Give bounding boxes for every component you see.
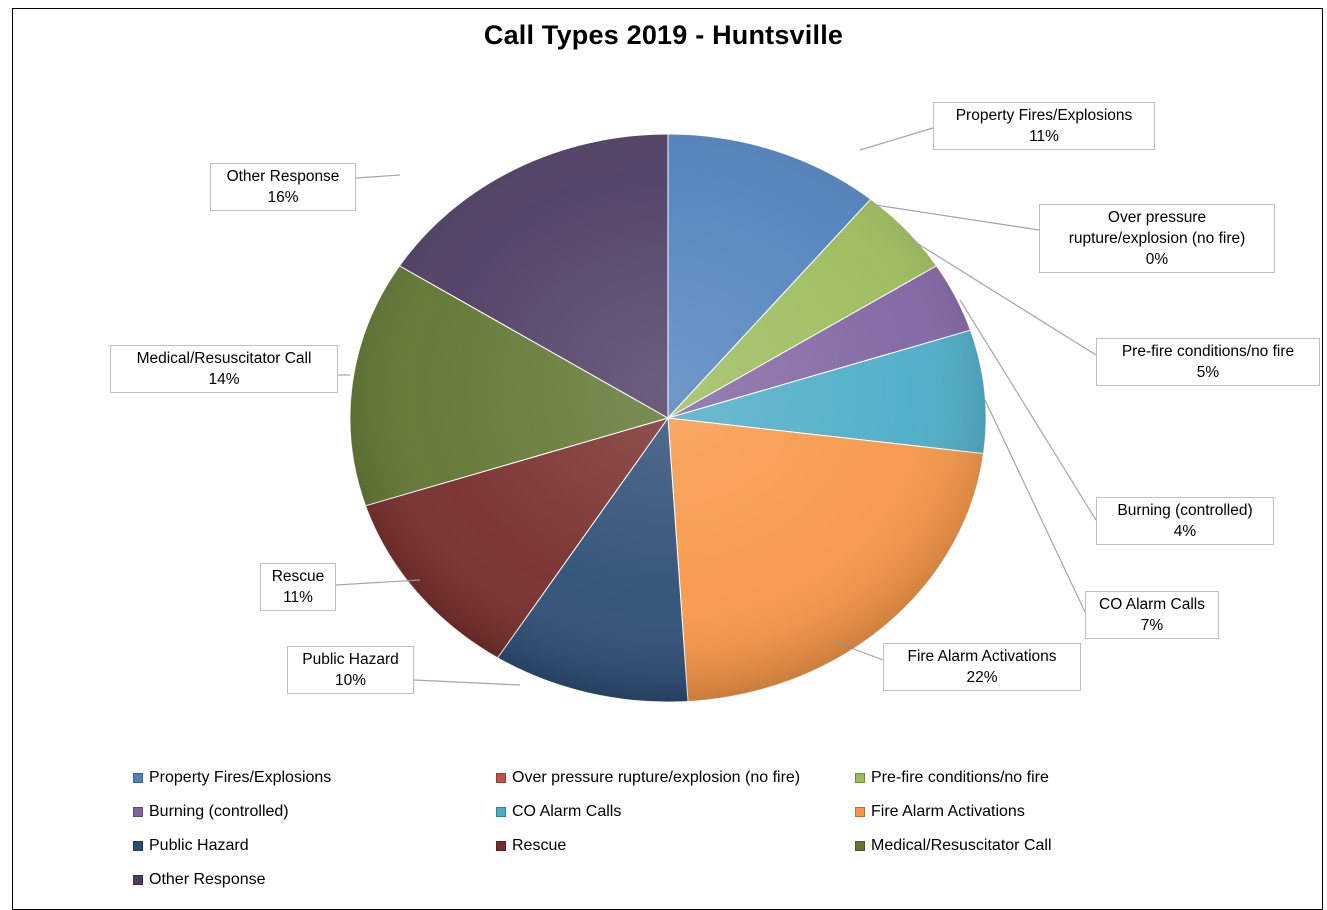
pie-slices <box>349 133 987 703</box>
callout-other-label: Other Response <box>226 168 340 185</box>
legend-item-co-alarm: CO Alarm Calls <box>496 803 621 821</box>
callout-burning-label: Burning (controlled) <box>1117 502 1253 519</box>
legend-label: Burning (controlled) <box>149 803 289 820</box>
callout-rescue-label: Rescue <box>271 568 325 585</box>
callout-co-alarm-label: CO Alarm Calls <box>1099 596 1205 613</box>
legend-label: Public Hazard <box>149 837 249 854</box>
legend-item-over-pressure: Over pressure rupture/explosion (no fire… <box>496 769 800 787</box>
callout-medical-label: Medical/Resuscitator Call <box>136 350 312 367</box>
legend-swatch <box>496 773 506 783</box>
callout-fire-alarm-value: 22% <box>966 669 998 686</box>
callout-medical: Medical/Resuscitator Call 14% <box>110 345 338 393</box>
callout-fire-alarm: Fire Alarm Activations 22% <box>883 643 1081 691</box>
legend-swatch <box>133 773 143 783</box>
legend-swatch <box>855 807 865 817</box>
callout-property-fires-value: 11% <box>1029 128 1059 145</box>
chart-title: Call Types 2019 - Huntsville <box>483 20 844 50</box>
callout-co-alarm: CO Alarm Calls 7% <box>1085 591 1219 639</box>
leader-line-other-response <box>355 174 401 179</box>
legend-swatch <box>133 875 143 885</box>
callout-over-pressure-label-1: Over pressure <box>1107 209 1207 226</box>
legend-label: Fire Alarm Activations <box>871 803 1025 820</box>
callout-rescue-value: 11% <box>283 589 313 606</box>
legend-label: Other Response <box>149 871 266 888</box>
callout-burning-value: 4% <box>1173 523 1197 540</box>
callout-rescue: Rescue 11% <box>260 563 336 611</box>
legend-swatch <box>496 841 506 851</box>
legend-item-property-fires: Property Fires/Explosions <box>133 769 331 787</box>
callout-over-pressure-value: 0% <box>1145 251 1169 268</box>
callout-fire-alarm-label: Fire Alarm Activations <box>907 648 1057 665</box>
legend-label: CO Alarm Calls <box>512 803 622 820</box>
legend-label: Property Fires/Explosions <box>149 769 332 786</box>
legend-item-fire-alarm: Fire Alarm Activations <box>855 803 1025 821</box>
legend-swatch <box>133 841 143 851</box>
callout-over-pressure: Over pressure rupture/explosion (no fire… <box>1039 204 1275 273</box>
legend-swatch <box>855 773 865 783</box>
legend-item-medical: Medical/Resuscitator Call <box>855 837 1052 855</box>
legend-item-rescue: Rescue <box>496 837 566 855</box>
callout-pre-fire: Pre-fire conditions/no fire 5% <box>1096 338 1320 386</box>
leader-line-property-fires-explosions <box>859 127 934 151</box>
legend-item-pre-fire: Pre-fire conditions/no fire <box>855 769 1049 787</box>
callout-pre-fire-value: 5% <box>1196 364 1220 381</box>
legend-label: Pre-fire conditions/no fire <box>871 769 1049 786</box>
legend-item-public-hazard: Public Hazard <box>133 837 249 855</box>
leader-line-co-alarm-calls <box>984 399 1086 613</box>
leader-line-public-hazard <box>413 679 521 686</box>
legend-swatch <box>855 841 865 851</box>
legend-swatch <box>133 807 143 817</box>
legend-item-burning: Burning (controlled) <box>133 803 289 821</box>
callout-over-pressure-label-2: rupture/explosion (no fire) <box>1068 230 1246 247</box>
callout-public-hazard-value: 10% <box>334 672 367 689</box>
legend-label: Rescue <box>512 837 567 854</box>
callout-public-hazard: Public Hazard 10% <box>287 646 414 694</box>
callout-other-value: 16% <box>267 189 299 206</box>
leader-line-rescue <box>335 579 421 586</box>
legend-label: Over pressure rupture/explosion (no fire… <box>512 769 801 786</box>
legend-swatch <box>496 807 506 817</box>
callout-pre-fire-label: Pre-fire conditions/no fire <box>1121 343 1295 360</box>
callout-property-fires-label: Property Fires/Explosions <box>955 107 1133 124</box>
callout-co-alarm-value: 7% <box>1140 617 1164 634</box>
callout-property-fires: Property Fires/Explosions 11% <box>933 102 1155 150</box>
callout-burning: Burning (controlled) 4% <box>1096 497 1274 545</box>
callout-public-hazard-label: Public Hazard <box>302 651 399 668</box>
callout-medical-value: 14% <box>208 371 240 388</box>
legend-item-other: Other Response <box>133 871 266 889</box>
legend-label: Medical/Resuscitator Call <box>871 837 1052 854</box>
callout-other: Other Response 16% <box>210 163 356 211</box>
